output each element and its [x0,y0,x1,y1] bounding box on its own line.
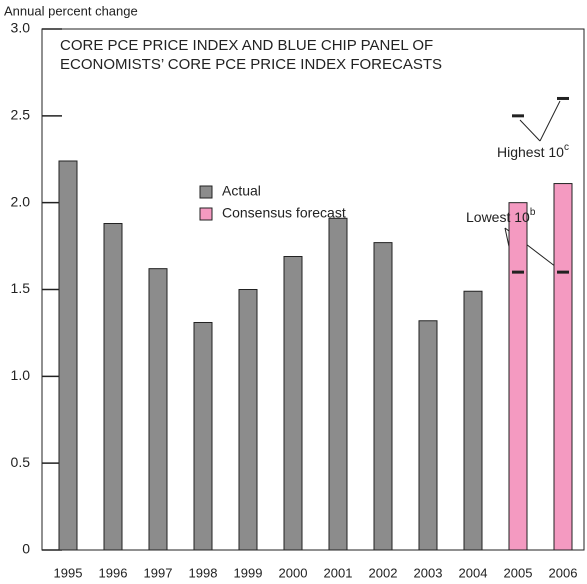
annotation: Lowest 10b [466,207,536,225]
annotation-text: Lowest 10 [466,209,530,225]
annotation-sup: b [530,207,536,218]
bar [58,160,78,551]
x-tick-label: 2004 [459,565,488,580]
bar [463,290,483,551]
y-tick-label: 1.0 [11,367,31,383]
bar [508,202,528,551]
bar [148,268,168,551]
leader-line [539,100,561,142]
x-tick-label: 2001 [324,565,353,580]
legend-label: Actual [222,183,261,199]
x-tick-label: 2003 [414,565,443,580]
bar [418,320,438,551]
bar [193,321,213,551]
annotation-text: Highest 10 [497,144,564,160]
legend-label: Consensus forecast [222,205,346,221]
x-tick-label: 1999 [234,565,263,580]
annotation: Highest 10c [497,142,569,160]
legend-swatch [199,185,213,199]
bar [373,242,393,551]
bar [103,223,123,551]
bar [283,256,303,551]
chart-title: ECONOMISTS’ CORE PCE PRICE INDEX FORECAS… [60,56,442,73]
y-tick-label: 0.5 [11,454,31,470]
chart-title: CORE PCE PRICE INDEX AND BLUE CHIP PANEL… [60,37,433,54]
leader-line [519,119,541,142]
plot-frame [41,28,585,551]
y-tick-label: 2.5 [11,107,31,123]
x-tick-label: 1995 [54,565,83,580]
y-tick-label: 2.0 [11,193,31,209]
bar [238,289,258,551]
bar [328,217,348,551]
x-tick-label: 1996 [99,565,128,580]
x-tick-label: 2005 [504,565,533,580]
bar [553,183,573,551]
x-tick-label: 2000 [279,565,308,580]
y-tick-label: 3.0 [11,20,31,36]
legend-swatch [199,207,213,221]
x-tick-label: 2006 [549,565,578,580]
x-tick-label: 2002 [369,565,398,580]
x-tick-label: 1997 [144,565,173,580]
y-tick-label: 0 [22,541,30,557]
x-tick-label: 1998 [189,565,218,580]
annotation-sup: c [564,142,569,153]
y-tick-label: 1.5 [11,280,31,296]
y-axis-label: Annual percent change [4,3,138,18]
